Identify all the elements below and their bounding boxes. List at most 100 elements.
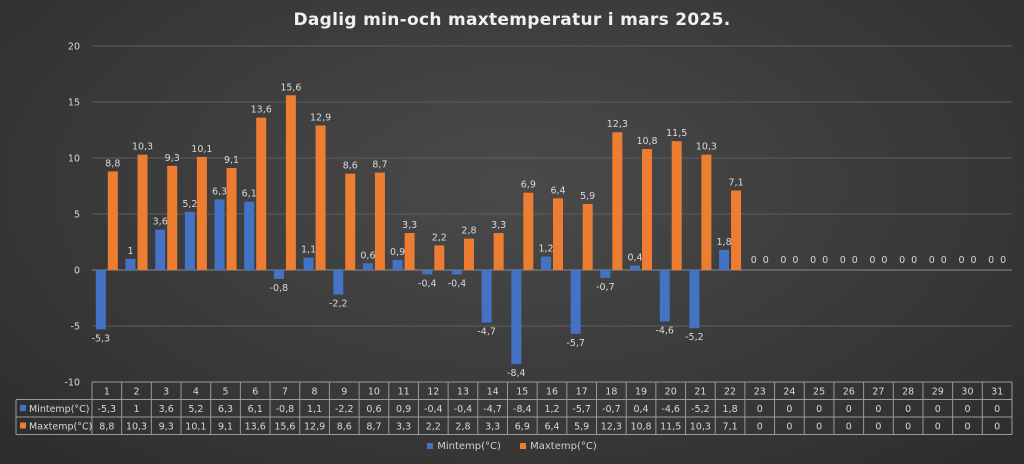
chart-legend: Mintemp(°C) Maxtemp(°C) — [0, 441, 1024, 452]
x-tick-label: 25 — [813, 387, 825, 398]
table-cell-max: 8,7 — [366, 422, 381, 433]
min-bar — [541, 256, 551, 270]
table-cell-max: 5,9 — [574, 422, 589, 433]
max-bar — [404, 233, 415, 270]
max-data-label: 0 — [822, 255, 828, 266]
x-tick-label: 14 — [487, 387, 499, 398]
y-tick-label: 5 — [74, 210, 80, 221]
table-cell-min: 0 — [905, 404, 911, 415]
max-data-label: 5,9 — [580, 191, 595, 202]
max-bar — [167, 165, 178, 270]
y-tick-label: 20 — [68, 42, 80, 53]
y-tick-label: -5 — [71, 322, 80, 333]
min-data-label: 0 — [929, 255, 935, 266]
table-cell-min: 3,6 — [159, 404, 174, 415]
table-cell-min: -8,4 — [513, 404, 532, 415]
table-cell-max: 0 — [875, 422, 881, 433]
table-cell-min: -5,2 — [691, 404, 710, 415]
max-bar — [463, 238, 474, 270]
x-tick-label: 31 — [991, 387, 1003, 398]
max-bar — [196, 156, 207, 270]
max-data-label: 15,6 — [280, 82, 301, 93]
min-bar — [422, 270, 433, 275]
table-cell-min: 0 — [786, 404, 792, 415]
max-data-label: 9,3 — [165, 153, 180, 164]
min-data-label: -0,4 — [418, 278, 437, 289]
table-cell-min: 0 — [875, 404, 881, 415]
max-data-label: 13,6 — [251, 105, 272, 116]
table-cell-min: 1 — [133, 404, 139, 415]
x-tick-label: 28 — [902, 387, 914, 398]
x-tick-label: 4 — [193, 387, 199, 398]
x-tick-label: 19 — [635, 387, 647, 398]
max-bar — [434, 245, 445, 270]
table-cell-min: 0 — [935, 404, 941, 415]
min-bar — [303, 257, 314, 270]
table-cell-max: 6,9 — [515, 422, 530, 433]
x-tick-label: 29 — [932, 387, 944, 398]
min-data-label: 0 — [751, 255, 757, 266]
min-bar — [95, 270, 106, 330]
x-tick-label: 18 — [605, 387, 617, 398]
max-data-label: 0 — [763, 255, 769, 266]
min-data-label: -0,4 — [448, 278, 467, 289]
max-data-label: 10,3 — [696, 142, 717, 153]
table-cell-max: 9,3 — [159, 422, 174, 433]
min-bar — [600, 270, 611, 278]
min-bar — [184, 211, 195, 270]
x-tick-label: 21 — [694, 387, 706, 398]
y-tick-label: 10 — [68, 154, 80, 165]
table-swatch-max — [20, 422, 26, 429]
x-tick-label: 3 — [163, 387, 169, 398]
x-tick-label: 30 — [961, 387, 973, 398]
max-data-label: 0 — [1000, 255, 1006, 266]
min-bar — [362, 263, 373, 270]
x-tick-label: 15 — [516, 387, 528, 398]
min-data-label: 0 — [958, 255, 964, 266]
max-bar — [523, 192, 534, 270]
x-tick-label: 26 — [843, 387, 855, 398]
max-data-label: 10,1 — [191, 144, 212, 155]
min-bar — [392, 259, 403, 270]
table-cell-max: 10,3 — [126, 422, 147, 433]
max-bar — [553, 198, 563, 270]
x-tick-label: 2 — [133, 387, 139, 398]
min-data-label: 1 — [127, 246, 133, 257]
chart-title: Daglig min-och maxtemperatur i mars 2025… — [293, 10, 731, 30]
table-cell-max: 9,1 — [218, 422, 233, 433]
table-cell-min: 0,4 — [633, 404, 648, 415]
table-cell-max: 0 — [757, 422, 763, 433]
table-cell-min: -0,7 — [602, 404, 621, 415]
max-bar — [493, 233, 504, 270]
max-data-label: 3,3 — [402, 220, 417, 231]
table-cell-min: 0 — [846, 404, 852, 415]
table-cell-min: -4,7 — [483, 404, 502, 415]
max-bar — [671, 141, 682, 270]
table-cell-max: 12,3 — [601, 422, 622, 433]
table-swatch-min — [20, 405, 26, 411]
table-row-label-min: Mintemp(°C) — [29, 404, 90, 415]
x-tick-label: 22 — [724, 387, 736, 398]
min-bar — [125, 258, 136, 270]
min-data-label: 0 — [810, 255, 816, 266]
y-tick-label: 0 — [74, 266, 80, 277]
max-data-label: 6,4 — [550, 185, 565, 196]
min-data-label: -8,4 — [507, 368, 526, 379]
max-bar — [107, 171, 118, 270]
table-cell-min: 0,9 — [396, 404, 411, 415]
table-cell-min: 0 — [816, 404, 822, 415]
min-data-label: 0 — [899, 255, 905, 266]
table-cell-max: 8,8 — [99, 422, 114, 433]
max-data-label: 0 — [852, 255, 858, 266]
x-tick-label: 8 — [312, 387, 318, 398]
min-bar — [244, 201, 255, 270]
legend-label-max: Maxtemp(°C) — [530, 441, 597, 452]
max-data-label: 8,6 — [343, 161, 358, 172]
min-data-label: -0,8 — [270, 283, 289, 294]
x-tick-label: 24 — [783, 387, 795, 398]
table-cell-min: 1,1 — [307, 404, 322, 415]
table-cell-max: 0 — [905, 422, 911, 433]
table-cell-max: 0 — [786, 422, 792, 433]
min-bar — [570, 270, 581, 334]
